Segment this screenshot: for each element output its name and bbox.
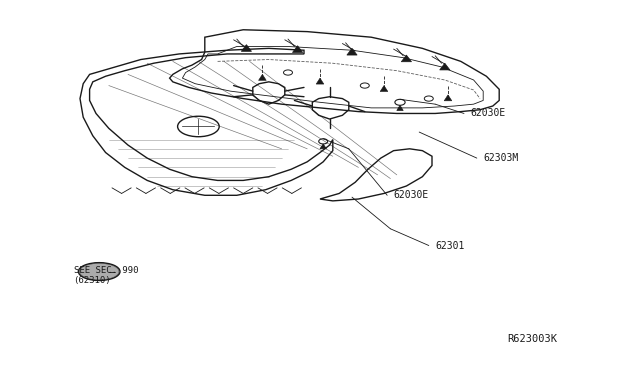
- Polygon shape: [320, 144, 326, 149]
- Polygon shape: [241, 45, 252, 51]
- Polygon shape: [401, 55, 412, 62]
- Text: 62303M: 62303M: [483, 153, 518, 163]
- Text: 62030E: 62030E: [470, 109, 506, 118]
- Text: 62301: 62301: [435, 241, 465, 250]
- Polygon shape: [440, 63, 450, 70]
- Polygon shape: [259, 74, 266, 80]
- Polygon shape: [316, 78, 324, 84]
- Text: 62030E: 62030E: [394, 190, 429, 200]
- Ellipse shape: [79, 263, 119, 280]
- Text: SEE SEC. 990
(62310): SEE SEC. 990 (62310): [74, 266, 138, 285]
- Polygon shape: [444, 95, 452, 101]
- Polygon shape: [347, 48, 357, 55]
- Polygon shape: [397, 105, 403, 110]
- Text: R623003K: R623003K: [507, 334, 557, 343]
- Polygon shape: [292, 46, 303, 52]
- Polygon shape: [380, 86, 388, 92]
